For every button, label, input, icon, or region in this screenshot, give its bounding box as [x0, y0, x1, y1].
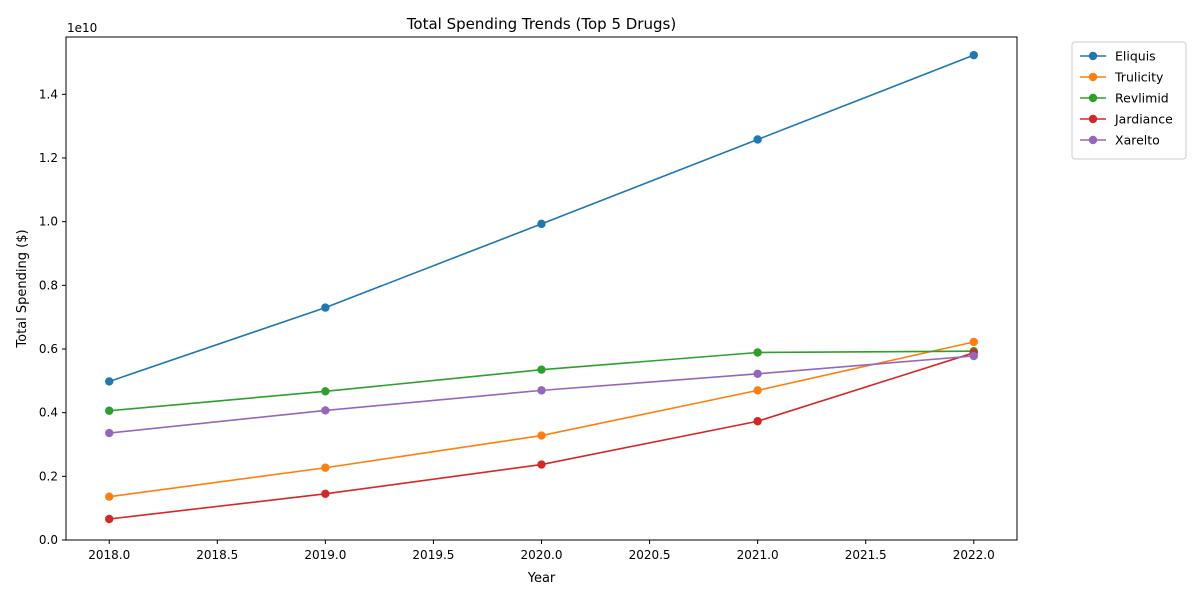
y-axis-label: Total Spending ($) — [15, 229, 30, 348]
data-point — [321, 463, 330, 472]
data-point — [969, 351, 978, 361]
x-tick-label: 2020.5 — [629, 548, 671, 562]
legend-label: Trulicity — [1114, 70, 1164, 85]
x-tick-label: 2019.0 — [304, 548, 346, 562]
series-trulicity — [105, 337, 978, 501]
data-point — [537, 460, 546, 469]
y-tick-label: 0.6 — [39, 342, 58, 356]
data-point — [753, 135, 762, 144]
legend-frame — [1071, 41, 1187, 160]
y-tick-label: 0.4 — [39, 406, 58, 420]
data-point — [105, 428, 114, 438]
x-tick-label: 2018.0 — [88, 548, 130, 562]
x-axis-label: Year — [527, 571, 556, 586]
data-point — [105, 514, 114, 524]
data-point — [105, 377, 114, 386]
plot-layer — [105, 50, 978, 524]
legend-marker — [1088, 114, 1098, 124]
x-axis: 2018.0 2018.5 2019.0 2019.5 2020.0 2020.5 2021… — [88, 540, 995, 562]
x-tick-label: 2019.5 — [412, 548, 454, 562]
legend-item: Xarelto — [1080, 133, 1160, 148]
legend-label: Revlimid — [1115, 91, 1169, 106]
chart-title: Total Spending Trends (Top 5 Drugs) — [406, 15, 676, 33]
x-tick-label: 2018.5 — [196, 548, 238, 562]
legend-marker — [1088, 135, 1098, 145]
x-tick-label: 2020.0 — [521, 548, 563, 562]
x-tick-label: 2022.0 — [953, 548, 995, 562]
data-point — [753, 417, 762, 426]
data-point — [969, 50, 978, 60]
legend-item: Jardiance — [1080, 112, 1173, 127]
data-point — [969, 337, 978, 347]
y-tick-label: 1.4 — [39, 87, 58, 101]
y-axis: 0.0 0.2 0.4 0.6 0.8 1.0 1.2 1.4 — [39, 87, 66, 547]
legend-marker — [1088, 93, 1098, 103]
data-point — [753, 386, 762, 395]
data-point — [537, 365, 546, 374]
legend-label: Jardiance — [1114, 112, 1173, 127]
legend-item: Revlimid — [1080, 91, 1169, 106]
data-point — [537, 431, 546, 440]
legend-item: Eliquis — [1080, 49, 1156, 64]
legend-marker — [1088, 51, 1098, 61]
y-axis-offset-text: 1e10 — [67, 21, 97, 35]
legend-marker — [1088, 72, 1098, 82]
data-point — [321, 387, 330, 396]
y-tick-label: 0.2 — [39, 469, 58, 483]
y-tick-label: 1.2 — [39, 151, 58, 165]
legend-label: Xarelto — [1115, 133, 1160, 148]
series-xarelto — [105, 351, 978, 438]
x-tick-label: 2021.0 — [737, 548, 779, 562]
data-point — [753, 369, 762, 379]
y-tick-label: 1.0 — [39, 215, 58, 229]
legend-item: Trulicity — [1080, 70, 1164, 85]
y-tick-label: 0.8 — [39, 278, 58, 292]
x-tick-label: 2021.5 — [845, 548, 887, 562]
data-point — [753, 348, 762, 357]
series-eliquis — [105, 50, 978, 386]
data-point — [537, 219, 546, 229]
legend: Eliquis Trulicity Revlimid Jardiance Xarelto — [1071, 41, 1187, 160]
data-point — [537, 386, 546, 395]
y-tick-label: 0.0 — [39, 533, 58, 547]
legend-label: Eliquis — [1115, 49, 1156, 64]
data-point — [105, 406, 114, 415]
data-point — [105, 492, 114, 501]
data-point — [321, 489, 330, 499]
data-point — [321, 406, 330, 415]
data-point — [321, 303, 330, 312]
